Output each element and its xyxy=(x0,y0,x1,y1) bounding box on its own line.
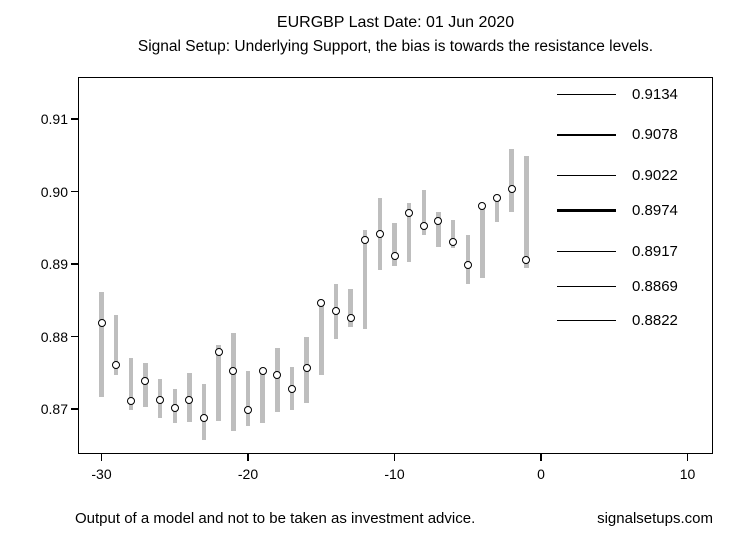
high-low-bar xyxy=(465,235,470,284)
x-axis-tick-label: -10 xyxy=(384,466,405,482)
close-marker-dot xyxy=(522,255,531,264)
x-axis-tick xyxy=(393,454,396,461)
level-line xyxy=(557,251,616,253)
close-marker-dot xyxy=(287,385,296,394)
close-marker-dot xyxy=(258,367,267,376)
close-marker-dot xyxy=(375,229,384,238)
close-marker-dot xyxy=(419,222,428,231)
y-axis-tick xyxy=(71,190,78,193)
level-label: 0.9078 xyxy=(632,126,678,144)
website-text: signalsetups.com xyxy=(597,510,713,527)
footer: Output of a model and not to be taken as… xyxy=(75,510,713,527)
close-marker-dot xyxy=(302,363,311,372)
level-label: 0.8822 xyxy=(632,312,678,330)
close-marker-dot xyxy=(273,370,282,379)
level-line xyxy=(557,93,616,95)
y-axis-tick-label: 0.89 xyxy=(40,256,68,272)
close-marker-dot xyxy=(229,367,238,376)
x-axis-tick-label: 10 xyxy=(679,466,696,482)
level-line xyxy=(557,319,616,322)
close-marker-dot xyxy=(507,185,516,194)
high-low-bar xyxy=(319,300,324,375)
high-low-bar xyxy=(99,291,104,398)
high-low-bar xyxy=(362,229,368,330)
x-axis-tick xyxy=(540,454,542,461)
disclaimer-text: Output of a model and not to be taken as… xyxy=(75,510,476,527)
high-low-bar xyxy=(260,367,265,423)
x-axis-tick xyxy=(100,454,103,461)
level-label: 0.8917 xyxy=(632,243,678,261)
x-axis-tick xyxy=(247,454,249,461)
close-marker-dot xyxy=(449,238,458,247)
chart-title: EURGBP Last Date: 01 Jun 2020 xyxy=(276,14,515,31)
level-label: 0.9134 xyxy=(632,85,678,103)
high-low-bar xyxy=(421,190,427,235)
close-marker-dot xyxy=(390,252,399,261)
y-axis-tick xyxy=(71,263,78,265)
close-marker-dot xyxy=(463,260,472,269)
close-marker-dot xyxy=(346,314,355,323)
y-axis-tick xyxy=(71,408,78,410)
high-low-bar xyxy=(113,314,119,375)
high-low-bar xyxy=(143,363,148,407)
close-marker-dot xyxy=(170,404,179,413)
high-low-bar xyxy=(128,358,134,410)
high-low-bar xyxy=(450,219,456,249)
high-low-bar xyxy=(201,384,207,441)
close-marker-dot xyxy=(317,299,326,308)
close-marker-dot xyxy=(244,405,252,414)
close-marker-dot xyxy=(331,307,340,316)
x-axis-tick-label: -30 xyxy=(91,466,112,482)
high-low-bar xyxy=(392,223,397,267)
level-label: 0.8869 xyxy=(632,277,678,295)
x-axis-tick xyxy=(686,454,689,461)
high-low-bar xyxy=(494,196,500,222)
high-low-bar xyxy=(436,211,441,247)
y-axis-tick xyxy=(71,118,78,120)
y-axis-tick xyxy=(71,335,78,338)
chart-titles: EURGBP Last Date: 01 Jun 2020 Signal Set… xyxy=(78,11,713,59)
high-low-bar xyxy=(231,332,236,431)
close-marker-dot xyxy=(141,377,150,386)
chart-subtitle: Signal Setup: Underlying Support, the bi… xyxy=(137,38,654,55)
x-axis-tick-label: 0 xyxy=(537,466,545,482)
close-marker-dot xyxy=(361,236,370,245)
level-line xyxy=(557,285,616,288)
level-line xyxy=(557,134,616,136)
y-axis-tick-label: 0.90 xyxy=(40,183,68,200)
close-marker-dot xyxy=(478,202,487,210)
y-axis-tick-label: 0.91 xyxy=(40,111,68,127)
high-low-bar xyxy=(348,289,353,328)
close-marker-dot xyxy=(405,209,414,218)
level-label: 0.8974 xyxy=(632,201,678,219)
high-low-bar xyxy=(524,155,529,269)
plot-area xyxy=(78,77,713,454)
high-low-bar xyxy=(406,203,412,262)
close-marker-dot xyxy=(156,395,165,404)
close-marker-dot xyxy=(112,360,121,369)
high-low-bar xyxy=(275,348,280,412)
level-line xyxy=(557,174,616,177)
close-marker-dot xyxy=(214,348,223,357)
high-low-bar xyxy=(245,370,251,427)
close-marker-dot xyxy=(493,194,502,203)
high-low-bar xyxy=(509,149,514,212)
close-marker-dot xyxy=(126,397,135,406)
close-marker-dot xyxy=(434,217,443,226)
close-marker-dot xyxy=(185,396,194,405)
high-low-bar xyxy=(216,345,221,422)
y-axis-tick-label: 0.88 xyxy=(40,328,68,345)
y-axis-tick-label: 0.87 xyxy=(40,401,68,417)
pivot-level-line xyxy=(557,209,616,212)
high-low-bar xyxy=(480,205,485,279)
level-label: 0.9022 xyxy=(632,167,678,185)
x-axis-tick-label: -20 xyxy=(237,466,259,482)
close-marker-dot xyxy=(97,319,106,328)
close-marker-dot xyxy=(200,413,209,422)
